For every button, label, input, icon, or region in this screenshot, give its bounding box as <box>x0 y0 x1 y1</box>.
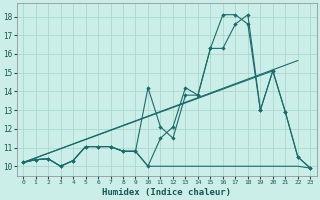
X-axis label: Humidex (Indice chaleur): Humidex (Indice chaleur) <box>102 188 231 197</box>
